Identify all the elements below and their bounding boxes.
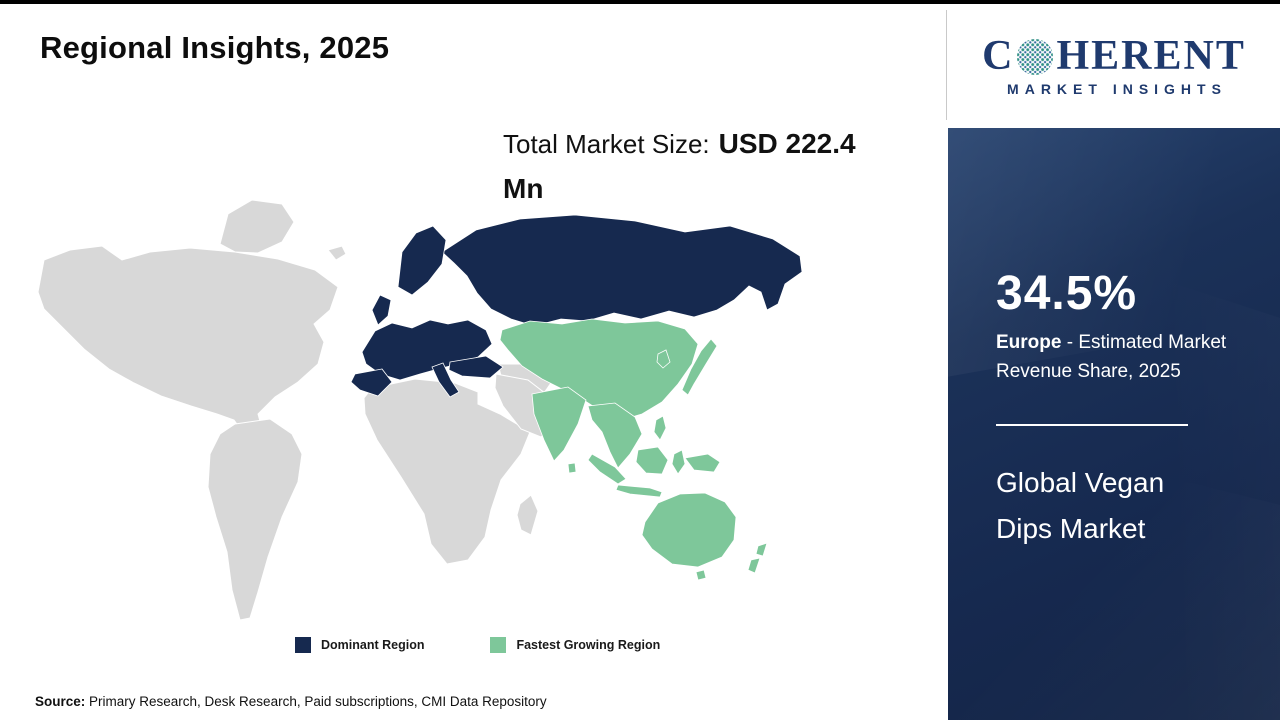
region-iceland	[327, 245, 347, 261]
region-europe-mainland	[361, 319, 493, 381]
region-iberia	[350, 368, 393, 397]
region-australia	[641, 492, 737, 568]
region-india	[531, 386, 587, 462]
region-java	[615, 484, 663, 498]
source-note: Source: Primary Research, Desk Research,…	[35, 694, 547, 709]
region-philippines	[653, 415, 667, 441]
fastest-growing-region-swatch	[490, 637, 507, 653]
page-title: Regional Insights, 2025	[40, 30, 390, 65]
dominant-region-swatch	[295, 637, 311, 653]
region-italy	[431, 362, 460, 398]
globe-icon	[1017, 38, 1054, 76]
region-south-america	[207, 418, 303, 621]
logo-text-rest: HERENT	[1056, 33, 1246, 79]
region-turkey	[448, 355, 504, 379]
region-tasmania	[695, 569, 707, 581]
market-size-value: USD 222.4 Mn	[503, 128, 856, 204]
total-market-size: Total Market Size: USD 222.4 Mn	[503, 124, 903, 214]
region-new-guinea	[684, 453, 721, 473]
region-japan	[681, 338, 718, 396]
market-share-value: 34.5%	[996, 267, 1138, 320]
market-share-description: Europe - Estimated Market Revenue Share,…	[996, 328, 1264, 386]
region-sulawesi	[671, 449, 686, 475]
region-indochina	[587, 402, 643, 469]
source-text: Primary Research, Desk Research, Paid su…	[85, 694, 547, 709]
logo-wordmark: C HERENT	[982, 35, 1246, 77]
region-scandinavia	[397, 225, 447, 296]
market-size-label: Total Market Size:	[503, 129, 710, 159]
share-text: - Estimated Market Revenue Share, 2025	[996, 332, 1227, 382]
region-uk	[371, 294, 392, 326]
legend-item-dominant: Dominant Region	[295, 637, 424, 653]
region-borneo	[635, 446, 669, 475]
legend-label-dominant: Dominant Region	[321, 638, 425, 652]
region-madagascar	[516, 494, 539, 536]
world-map	[37, 199, 803, 621]
company-logo: C HERENT MARKET INSIGHTS	[948, 4, 1280, 128]
top-border	[0, 0, 1280, 4]
region-sumatra	[587, 453, 627, 485]
logo-subtitle: MARKET INSIGHTS	[1007, 81, 1227, 97]
region-korea	[656, 349, 671, 369]
region-north-america	[37, 245, 339, 469]
region-sri-lanka	[567, 462, 577, 474]
logo-text-c: C	[982, 33, 1015, 79]
market-name: Global Vegan Dips Market	[996, 467, 1165, 544]
region-russia	[441, 214, 803, 327]
panel-divider	[996, 424, 1188, 426]
region-new-zealand	[747, 542, 768, 574]
region-greenland	[219, 199, 295, 254]
legend-item-fastest: Fastest Growing Region	[490, 637, 660, 653]
vertical-divider	[946, 10, 947, 120]
share-region: Europe	[996, 332, 1062, 353]
map-legend: Dominant Region Fastest Growing Region	[295, 637, 660, 653]
region-africa	[363, 378, 531, 565]
legend-label-fastest: Fastest Growing Region	[516, 638, 661, 652]
sidebar-panel: 34.5% Europe - Estimated Market Revenue …	[948, 128, 1280, 720]
region-central-asia-china	[499, 318, 699, 421]
source-label: Source:	[35, 694, 86, 709]
